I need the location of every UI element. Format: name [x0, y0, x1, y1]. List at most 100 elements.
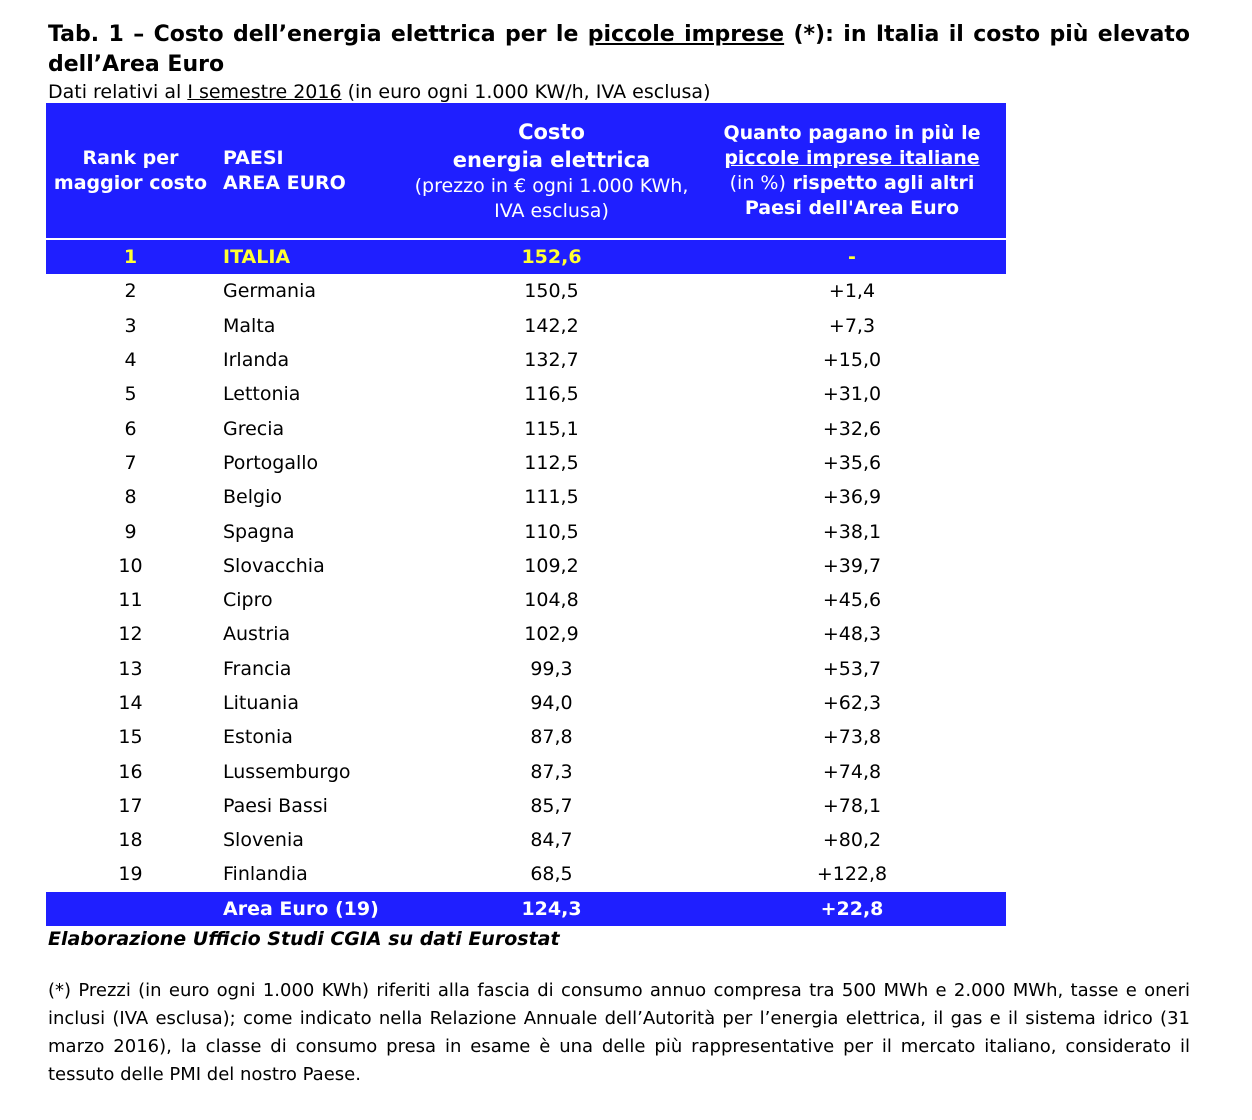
- table-cell: Paesi Bassi: [223, 794, 328, 817]
- table-cell: +39,7: [822, 554, 882, 577]
- header-cell: Costo energia elettrica (prezzo in € ogn…: [405, 103, 698, 239]
- table-cell: +48,3: [822, 623, 882, 646]
- header-cell: Quanto pagano in più le piccole imprese …: [698, 103, 1006, 239]
- table-cell: Lituania: [223, 692, 299, 714]
- table-cell: +7,3: [828, 314, 876, 337]
- table-row: 1 ITALIA 152,6-: [46, 237, 1006, 275]
- table-cell: 18: [118, 829, 143, 852]
- header-cell: Rank per maggior costo: [46, 103, 215, 239]
- table-row: 2 Germania 150,5 +1,4: [46, 274, 1006, 308]
- table-row: 18 Slovenia 84,7 +80,2: [46, 823, 1006, 857]
- table-cell: Portogallo: [223, 451, 319, 474]
- table-cell: ITALIA: [215, 237, 405, 275]
- table-cell: +38,1: [822, 520, 882, 543]
- table-cell: 13: [118, 657, 143, 680]
- subtitle-text: Dati relativi al: [48, 81, 188, 103]
- header-row: Rank per maggior costo PAESI AREA EURO C…: [46, 103, 1006, 239]
- table-cell: 85,7: [530, 794, 573, 817]
- table-cell: 150,5: [524, 280, 579, 303]
- table-cell: 1: [46, 237, 215, 275]
- table-cell: 109,2: [524, 554, 579, 577]
- table-cell: -: [698, 237, 1006, 275]
- header-line: energia elettrica: [452, 147, 651, 172]
- table-cell: 99,3: [530, 657, 573, 680]
- table-row: 12 Austria 102,9 +48,3: [46, 617, 1006, 651]
- table-cell: +74,8: [822, 760, 882, 783]
- table-cell: 132,7: [524, 349, 579, 372]
- title: Tab. 1 – Costo dell’energia elettrica pe…: [48, 20, 1190, 80]
- table-cell: +78,1: [822, 794, 882, 817]
- table-cell: Grecia: [223, 417, 285, 440]
- table-row: 17 Paesi Bassi 85,7 +78,1: [46, 789, 1006, 823]
- table-cell: Malta: [223, 314, 276, 337]
- table-cell: Lussemburgo: [223, 760, 351, 783]
- table-cell: 102,9: [524, 623, 579, 646]
- table-cell: 10: [118, 554, 143, 577]
- header-line: AREA EURO: [223, 171, 346, 194]
- table-cell: 3: [124, 314, 137, 337]
- table-row: 3 Malta 142,2 +7,3: [46, 309, 1006, 343]
- table-cell: 8: [124, 486, 137, 509]
- header-line: IVA esclusa): [494, 199, 609, 222]
- table-cell: Spagna: [223, 520, 295, 543]
- table-cell: 17: [118, 794, 143, 817]
- table-cell: +73,8: [822, 726, 882, 749]
- table-cell: Germania: [223, 280, 317, 303]
- table-cell: 6: [124, 417, 137, 440]
- table-cell: 104,8: [524, 589, 579, 612]
- table-cell: Austria: [223, 623, 291, 646]
- subtitle-underlined: I semestre 2016: [187, 81, 342, 103]
- header-line: rispetto agli altri: [792, 171, 975, 194]
- table-row: 8 Belgio 111,5 +36,9: [46, 480, 1006, 514]
- table-cell: 116,5: [524, 383, 579, 406]
- table-cell: [46, 891, 215, 926]
- table-row: 4 Irlanda 132,7 +15,0: [46, 343, 1006, 377]
- table-cell: 4: [124, 349, 137, 372]
- footnote: (*) Prezzi (in euro ogni 1.000 KWh) rife…: [48, 980, 1190, 1085]
- header-line: Paesi dell'Area Euro: [744, 196, 960, 219]
- header-line: Quanto pagano in più le: [723, 121, 981, 144]
- table-cell: 84,7: [530, 829, 573, 852]
- table-cell: 124,3: [405, 891, 698, 926]
- table-cell: 142,2: [524, 314, 579, 337]
- header-cell: PAESI AREA EURO: [215, 103, 405, 239]
- table-cell: +32,6: [822, 417, 882, 440]
- subtitle: Dati relativi al I semestre 2016 (in eur…: [48, 80, 710, 104]
- table-cell: 11: [118, 589, 143, 612]
- header-line: maggior costo: [53, 171, 208, 194]
- table-cell: +15,0: [822, 349, 882, 372]
- table-row: 9 Spagna 110,5 +38,1: [46, 514, 1006, 548]
- table-cell: 94,0: [530, 692, 573, 714]
- header-line: piccole imprese italiane: [724, 146, 980, 169]
- table-cell: Estonia: [223, 726, 293, 749]
- table-cell: Slovenia: [223, 829, 304, 852]
- table-cell: +45,6: [822, 589, 882, 612]
- table-cell: 14: [118, 692, 143, 714]
- table-cell: 5: [124, 383, 137, 406]
- table-row: 6 Grecia 115,1 +32,6: [46, 411, 1006, 445]
- table-cell: Francia: [223, 657, 292, 680]
- table-row: 5 Lettonia 116,5 +31,0: [46, 377, 1006, 411]
- subtitle-text: (in euro ogni 1.000 KW/h, IVA esclusa): [341, 81, 711, 103]
- table-cell: 7: [124, 451, 137, 474]
- header-line: Rank per: [82, 146, 179, 169]
- table-cell: 16: [118, 760, 143, 783]
- table: Rank per maggior costo PAESI AREA EURO C…: [46, 103, 1006, 926]
- header-line: PAESI: [223, 146, 284, 169]
- table-cell: 15: [118, 726, 143, 749]
- table-cell: 115,1: [524, 417, 579, 440]
- table-row: 11 Cipro 104,8 +45,6: [46, 583, 1006, 617]
- table-cell: Lettonia: [223, 383, 301, 406]
- table-cell: Area Euro (19): [215, 891, 405, 926]
- table-cell: 9: [124, 520, 137, 543]
- table-row: 13 Francia 99,3 +53,7: [46, 652, 1006, 686]
- table-cell: 19: [118, 863, 143, 886]
- table-cell: +62,3: [822, 692, 882, 714]
- table-cell: +22,8: [698, 891, 1006, 926]
- table-cell: Irlanda: [223, 349, 290, 372]
- title-underlined: piccole imprese: [587, 22, 785, 47]
- table-cell: 87,3: [530, 760, 573, 783]
- header-line: (prezzo in € ogni 1.000 KWh,: [414, 174, 689, 197]
- table-cell: 110,5: [524, 520, 579, 543]
